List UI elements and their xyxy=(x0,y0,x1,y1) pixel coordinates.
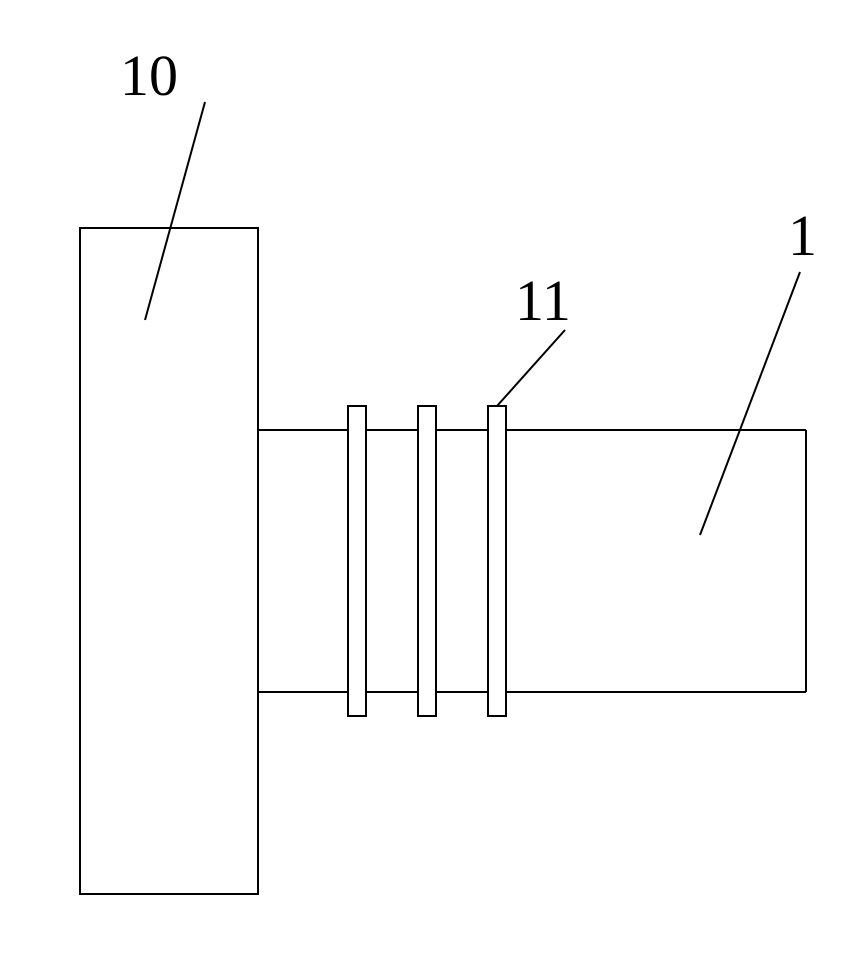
technical-diagram: 10111 xyxy=(0,0,863,980)
slat-1 xyxy=(348,406,366,716)
slat-2 xyxy=(418,406,436,716)
label-11: 11 xyxy=(515,268,571,333)
slat-3 xyxy=(488,406,506,716)
label-10: 10 xyxy=(120,43,178,108)
label-1: 1 xyxy=(788,203,817,268)
big-vertical-rect xyxy=(80,228,258,894)
